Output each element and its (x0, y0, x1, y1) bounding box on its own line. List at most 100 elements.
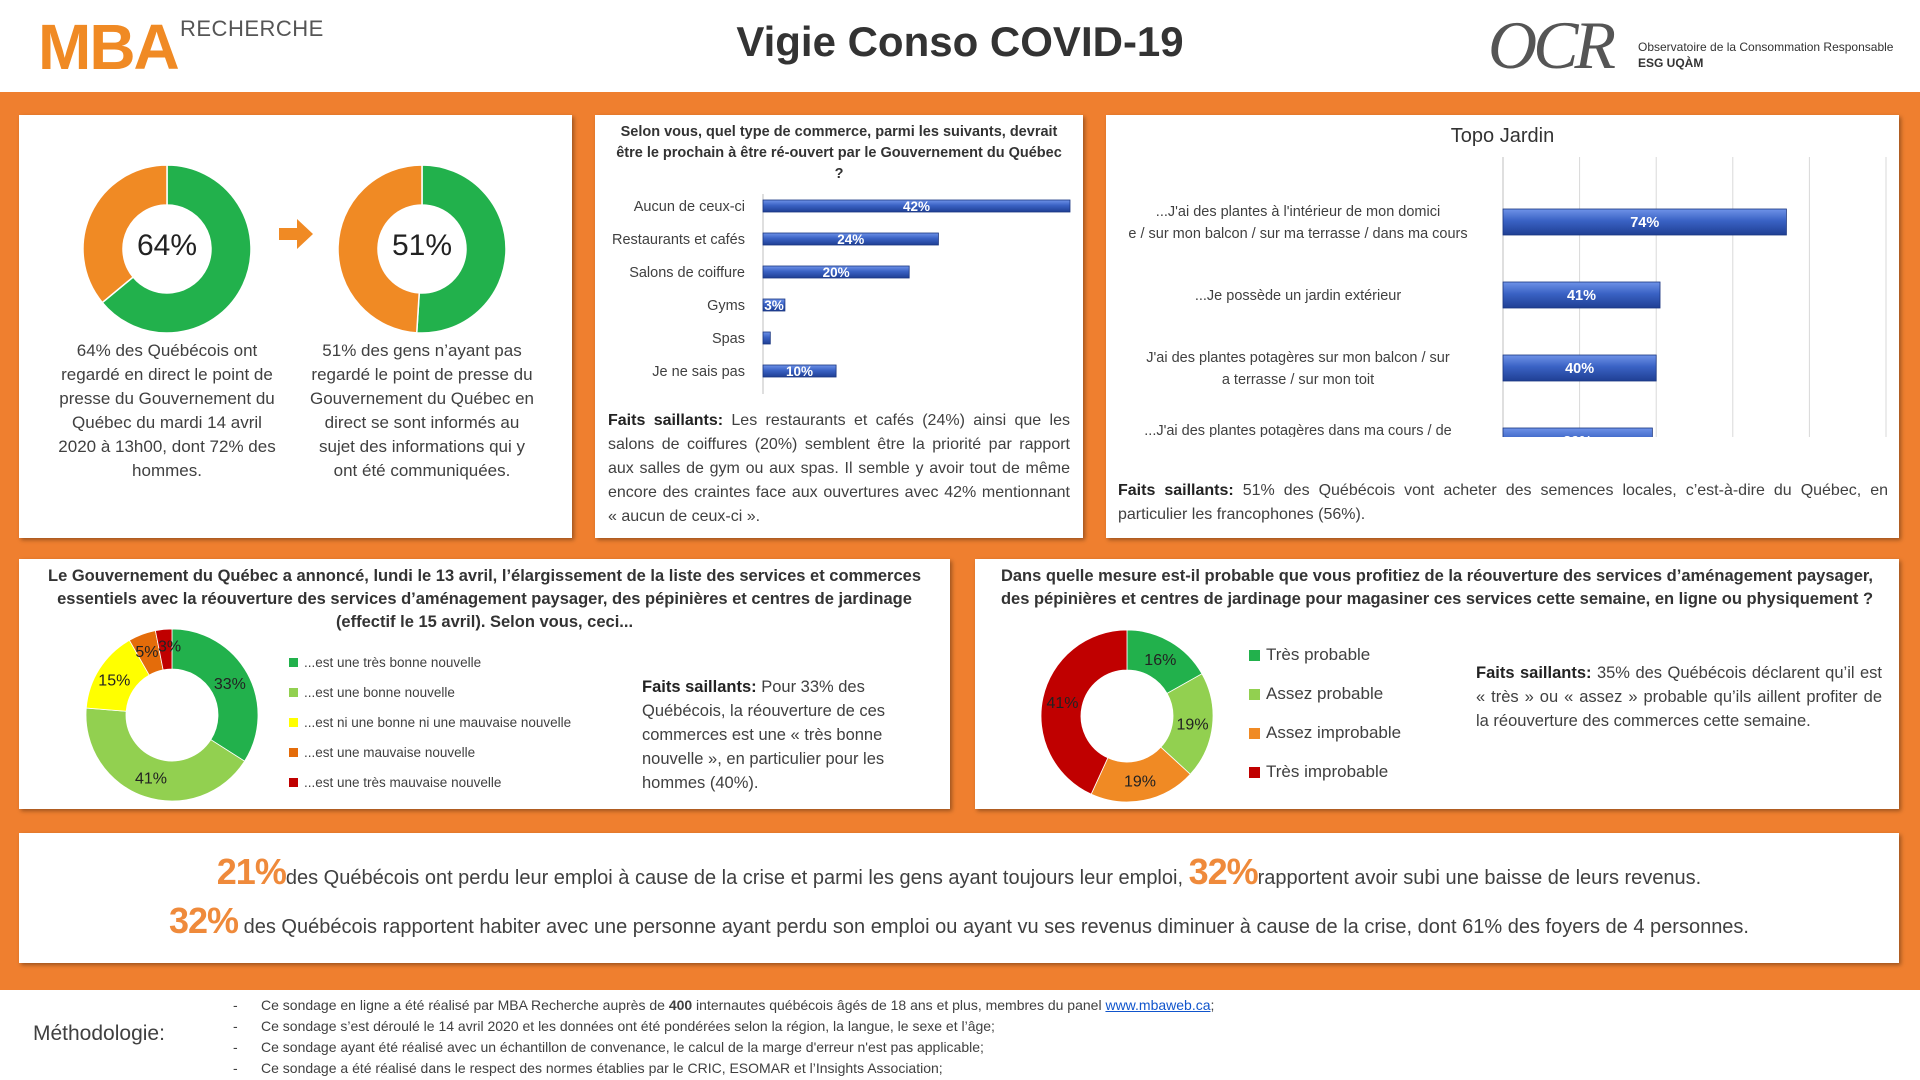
bar (762, 298, 786, 312)
bar-label: 39% (1563, 434, 1592, 437)
methodology-item: - Ce sondage a été réalisé dans le respec… (233, 1060, 943, 1076)
donut-slice (171, 628, 259, 762)
faits-saillants-nouvelle: Faits saillants: Pour 33% des Québécois,… (642, 675, 928, 795)
donut-slice (101, 164, 252, 334)
stat-text: des Québécois ont perdu leur emploi à ca… (285, 867, 1189, 889)
faits-saillants-commerce: Faits saillants: Les restaurants et café… (608, 409, 1070, 529)
content-frame: 64% 51% 64% des Québécois ont regardé en… (0, 92, 1920, 990)
donut-informed-label: 51% (391, 229, 453, 262)
faits-text: Pour 33% des Québécois, la réouverture d… (642, 678, 886, 792)
mbaweb-link[interactable]: www.mbaweb.ca (1105, 997, 1211, 1013)
methodology-label: Méthodologie: (33, 1022, 165, 1045)
category-label: Aucun de ceux-ci (634, 199, 745, 215)
donut-informed: 51% (336, 163, 508, 335)
legend-item: ...est une très mauvaise nouvelle (289, 775, 501, 790)
panel-press-conference: 64% 51% 64% des Québécois ont regardé en… (19, 115, 572, 538)
category-label: Gyms (707, 298, 745, 314)
legend-item: ...est une bonne nouvelle (289, 685, 455, 700)
faits-label: Faits saillants: (642, 678, 757, 696)
donut-slice (85, 707, 246, 802)
faits-text: 35% des Québécois déclarent qu’il est « … (1476, 664, 1882, 730)
category-label: J'ai des plantes potagères sur mon balco… (1146, 350, 1450, 366)
category-label: Restaurants et cafés (612, 232, 745, 248)
bar (1502, 208, 1787, 236)
legend-label: ...est une bonne nouvelle (304, 685, 455, 700)
bar (1502, 281, 1661, 309)
donut-probable-svg: 16% 19% 19% 41% (1040, 629, 1214, 803)
bar-label: 20% (823, 265, 850, 280)
legend-item: Très probable (1249, 645, 1370, 665)
legend-swatch (1249, 649, 1260, 661)
bar-label: 24% (837, 232, 864, 247)
legend-swatch (1249, 766, 1260, 778)
bar-label: 40% (1565, 361, 1594, 377)
mba-logo-subtext: RECHERCHE (180, 16, 324, 41)
legend-label: ...est une mauvaise nouvelle (304, 745, 476, 760)
donut-slice-label: 5% (135, 644, 158, 661)
donut-slice-label: 3% (158, 638, 181, 655)
donut-slice-label: 19% (1124, 774, 1156, 791)
header: MBA RECHERCHE Vigie Conso COVID-19 OCR O… (0, 0, 1920, 92)
topo-jardin-title: Topo Jardin (1450, 125, 1555, 147)
page-title: Vigie Conso COVID-19 (736, 18, 1184, 65)
category-label: a terrasse / sur mon toit (1222, 372, 1374, 388)
ocr-logo-line2: ESG UQÀM (1638, 56, 1704, 70)
faits-saillants-jardin: Faits saillants: 51% des Québécois vont … (1118, 479, 1888, 527)
bar-label: 3% (764, 298, 784, 313)
bar (762, 364, 837, 378)
stat-big-21: 21% (216, 851, 287, 892)
ocr-logo-text: OCR (1488, 7, 1616, 83)
donut-watched: 64% (81, 163, 253, 335)
donut-informed-caption: 51% des gens n’ayant pas regardé le poin… (310, 341, 534, 480)
bar-label: 74% (1630, 215, 1659, 231)
donut-slice-label: 19% (1177, 717, 1209, 734)
panel-probability: Dans quelle mesure est-il probable que v… (975, 559, 1899, 809)
bar-label: 42% (903, 199, 930, 214)
stat-big-32b: 32% (169, 900, 239, 941)
legend-label: ...est une très bonne nouvelle (304, 655, 482, 670)
donut-slice-label: 15% (98, 673, 130, 690)
methodology-list: - Ce sondage en ligne a été réalisé par M… (233, 995, 1214, 1079)
donut-slice (154, 628, 173, 671)
category-label: ...J'ai des plantes potagères dans ma co… (1144, 423, 1451, 437)
donut-slice (1040, 629, 1128, 795)
bar (1502, 354, 1657, 382)
legend-item: ...est ni une bonne ni une mauvaise nouv… (289, 715, 571, 730)
donut-informed-svg (337, 164, 507, 334)
methodology-item: - Ce sondage ayant été réalisé avec un éc… (233, 1039, 984, 1055)
legend-swatch (289, 778, 298, 787)
category-label: ...Je possède un jardin extérieur (1195, 288, 1402, 304)
legend-swatch (1249, 727, 1260, 739)
panel-topo-jardin: Topo Jardin 74% ...J'ai des plantes à l'i… (1106, 115, 1899, 538)
category-label: Je ne sais pas (652, 364, 745, 380)
bar-chart-jardin: 74% ...J'ai des plantes à l'intérieur de … (1128, 157, 1887, 437)
legend-swatch (1249, 688, 1260, 700)
legend-swatch (289, 718, 298, 727)
bar-chart-commerce: 42% Aucun de ceux-ci 24% Restaurants et caf… (612, 194, 1071, 394)
legend-swatch (289, 658, 298, 667)
category-label: Salons de coiffure (629, 265, 745, 281)
panel-next-reopening: Selon vous, quel type de commerce, parmi… (595, 115, 1083, 538)
legend-label: ...est une très mauvaise nouvelle (304, 775, 502, 790)
faits-label: Faits saillants: (608, 412, 724, 429)
donut-slice-label: 33% (214, 676, 246, 693)
donut-slice-label: 41% (1047, 695, 1079, 712)
stat-text: des Québécois rapportent habiter avec un… (238, 916, 1749, 938)
methodology-item: - Ce sondage en ligne a été réalisé par M… (233, 997, 1215, 1013)
bar (762, 265, 910, 279)
donut-slice (337, 164, 423, 334)
panel-reopening-news: Le Gouvernement du Québec a annoncé, lun… (19, 559, 950, 809)
legend-swatch (289, 748, 298, 757)
category-label: ...J'ai des plantes à l'intérieur de mon… (1156, 204, 1440, 220)
bar (1502, 427, 1653, 437)
stat-text: rapportent avoir subi une baisse de leur… (1257, 867, 1702, 889)
bar (762, 199, 1071, 213)
faits-label: Faits saillants: (1118, 482, 1234, 499)
donut-slice (82, 164, 168, 304)
legend-item: ...est une très bonne nouvelle (289, 655, 481, 670)
legend-item: ...est une mauvaise nouvelle (289, 745, 475, 760)
bar-label: 10% (786, 364, 813, 379)
donut-nouvelle-svg: 33% 41% 15% 5% 3% (85, 628, 259, 802)
legend-label: Très probable (1266, 645, 1371, 664)
mba-logo-text: MBA (38, 11, 180, 83)
